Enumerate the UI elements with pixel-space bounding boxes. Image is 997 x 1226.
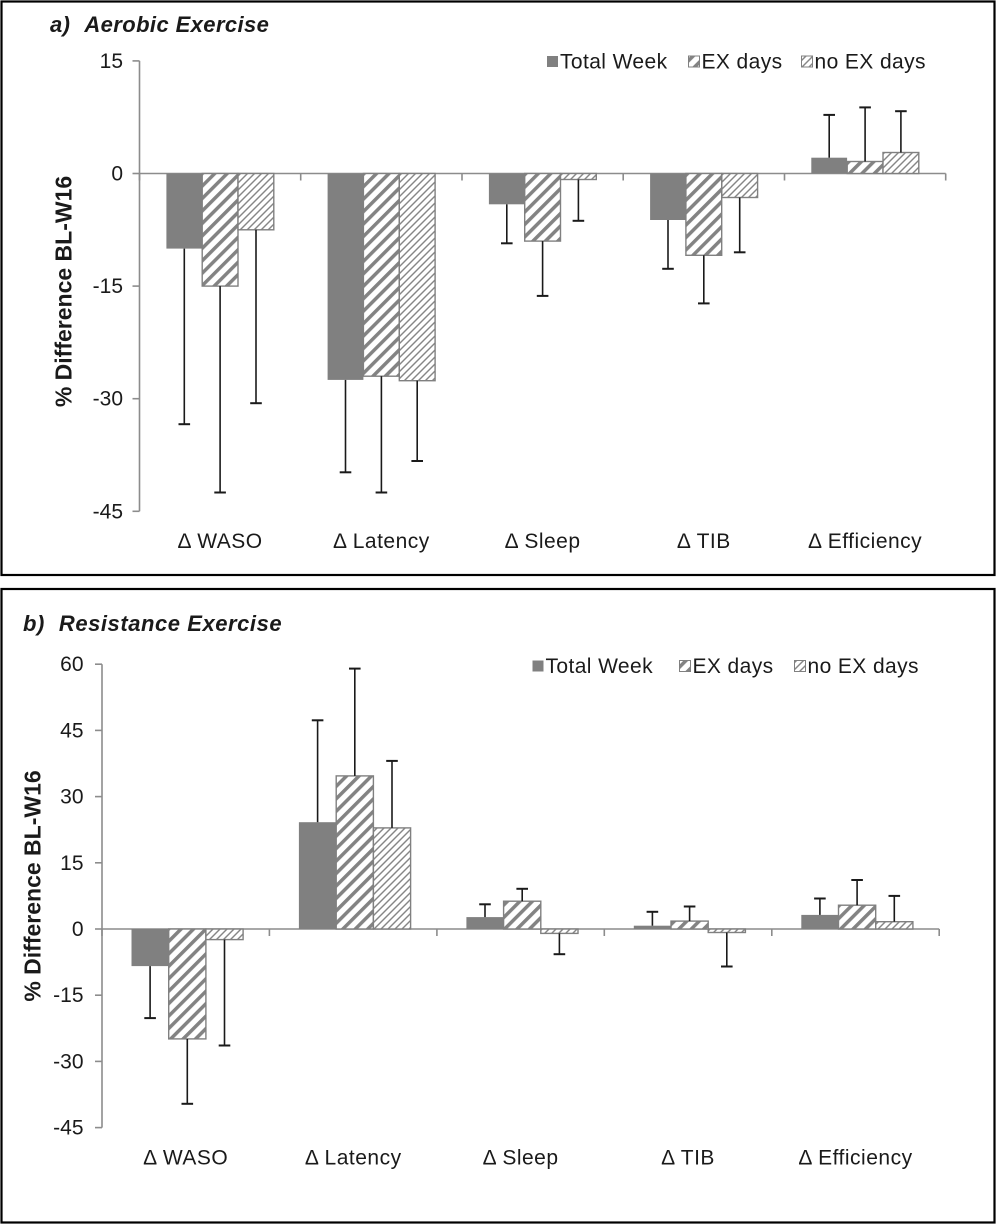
- svg-text:% Difference BL-W16: % Difference BL-W16: [51, 176, 77, 407]
- svg-text:Δ Sleep: Δ Sleep: [483, 1147, 559, 1170]
- svg-text:Δ Latency: Δ Latency: [333, 530, 430, 553]
- svg-text:no EX days: no EX days: [815, 51, 926, 74]
- svg-text:Δ Efficiency: Δ Efficiency: [808, 530, 922, 553]
- svg-text:Δ Efficiency: Δ Efficiency: [798, 1147, 912, 1170]
- svg-text:Δ TIB: Δ TIB: [677, 530, 731, 553]
- svg-text:Δ TIB: Δ TIB: [661, 1147, 715, 1170]
- svg-text:EX days: EX days: [702, 51, 783, 74]
- svg-text:Δ Latency: Δ Latency: [305, 1147, 402, 1170]
- svg-text:60: 60: [60, 653, 83, 676]
- svg-text:a)Aerobic Exercise: a) Aerobic Exercise: [50, 12, 269, 37]
- svg-text:Δ WASO: Δ WASO: [143, 1147, 228, 1170]
- svg-text:45: 45: [60, 719, 83, 742]
- svg-text:0: 0: [72, 918, 84, 941]
- svg-text:b)Resistance Exercise: b) Resistance Exercise: [23, 611, 282, 636]
- svg-text:EX days: EX days: [693, 655, 774, 678]
- svg-text:no EX days: no EX days: [808, 655, 919, 678]
- svg-text:-15: -15: [93, 275, 123, 298]
- svg-text:Δ WASO: Δ WASO: [178, 530, 263, 553]
- svg-text:15: 15: [100, 50, 123, 73]
- svg-text:Total Week: Total Week: [560, 51, 668, 74]
- svg-text:-45: -45: [53, 1117, 83, 1140]
- svg-text:-30: -30: [93, 388, 123, 411]
- svg-text:Δ Sleep: Δ Sleep: [505, 530, 581, 553]
- svg-text:0: 0: [111, 163, 123, 186]
- svg-text:-30: -30: [53, 1050, 83, 1073]
- svg-text:-45: -45: [93, 500, 123, 523]
- svg-text:Total Week: Total Week: [546, 655, 654, 678]
- svg-text:% Difference BL-W16: % Difference BL-W16: [20, 770, 46, 1001]
- svg-text:-15: -15: [53, 984, 83, 1007]
- svg-text:15: 15: [60, 852, 83, 875]
- svg-text:30: 30: [60, 786, 83, 809]
